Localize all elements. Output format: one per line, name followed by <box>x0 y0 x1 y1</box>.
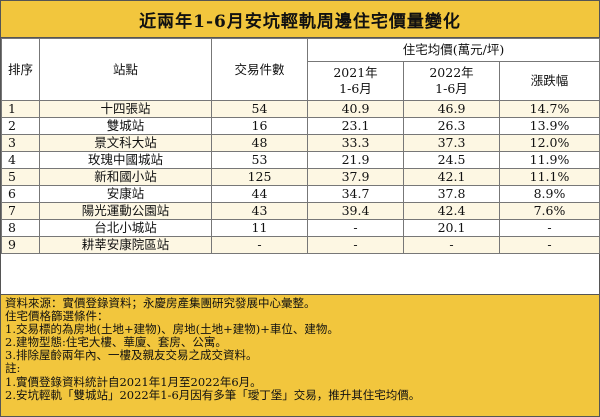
cell-change: 11.1% <box>499 168 600 186</box>
table-row: 7 陽光運動公園站 43 39.4 42.4 7.6% <box>1 202 600 220</box>
header-transactions: 交易件數 <box>211 38 308 101</box>
header-2021: 2021年 1-6月 <box>307 61 404 101</box>
table-subheader-row: 2021年 1-6月 2022年 1-6月 漲跌幅 <box>1 61 600 101</box>
cell-rank: 6 <box>1 185 40 203</box>
cell-change: 8.9% <box>499 185 600 203</box>
cell-price-2022: 46.9 <box>403 100 500 118</box>
cell-transactions: 48 <box>211 134 308 152</box>
header-station: 站點 <box>39 38 212 101</box>
price-table: 排序 站點 交易件數 住宅均價(萬元/坪) 2021年 1-6月 2022年 1… <box>1 38 600 254</box>
cell-price-2021: 37.9 <box>307 168 404 186</box>
cell-rank: 1 <box>1 100 40 118</box>
cell-station: 玫瑰中國城站 <box>39 151 212 169</box>
cell-station: 台北小城站 <box>39 219 212 237</box>
cell-price-2022: 20.1 <box>403 219 500 237</box>
note-line: 2.安坑輕軌「雙城站」2022年1-6月因有多筆「璦丁堡」交易，推升其住宅均價。 <box>5 388 421 402</box>
cell-rank: 4 <box>1 151 40 169</box>
cell-station: 新和國小站 <box>39 168 212 186</box>
cell-transactions: 54 <box>211 100 308 118</box>
table-row: 2 雙城站 16 23.1 26.3 13.9% <box>1 117 600 135</box>
cell-station: 景文科大站 <box>39 134 212 152</box>
cell-rank: 3 <box>1 134 40 152</box>
cell-transactions: 43 <box>211 202 308 220</box>
cell-change: 7.6% <box>499 202 600 220</box>
cell-price-2022: 26.3 <box>403 117 500 135</box>
table-row: 9 耕莘安康院區站 - - - - <box>1 236 600 254</box>
cell-station: 雙城站 <box>39 117 212 135</box>
cell-station: 十四張站 <box>39 100 212 118</box>
cell-station: 陽光運動公園站 <box>39 202 212 220</box>
cell-transactions: 44 <box>211 185 308 203</box>
cell-price-2021: 21.9 <box>307 151 404 169</box>
header-rank: 排序 <box>1 38 40 101</box>
cell-price-2021: 39.4 <box>307 202 404 220</box>
cell-price-2022: - <box>403 236 500 254</box>
cell-price-2022: 42.4 <box>403 202 500 220</box>
table-body: 1 十四張站 54 40.9 46.9 14.7% 2 雙城站 16 23.1 26.3 13.9% 3… <box>1 100 600 254</box>
header-price-group: 住宅均價(萬元/坪) <box>307 38 600 62</box>
cell-price-2022: 37.3 <box>403 134 500 152</box>
table-row: 8 台北小城站 11-20.1- <box>1 219 600 237</box>
note-line: 2.建物型態:住宅大樓、華廈、套房、公寓。 <box>5 336 227 350</box>
cell-rank: 7 <box>1 202 40 220</box>
cell-price-2021: 23.1 <box>307 117 404 135</box>
cell-rank: 2 <box>1 117 40 135</box>
table-row: 6 安康站 44 34.7 37.8 8.9% <box>1 185 600 203</box>
note-line: 住宅價格篩選條件： <box>5 310 109 324</box>
cell-rank: 9 <box>1 236 40 254</box>
cell-change: 12.0% <box>499 134 600 152</box>
cell-price-2021: - <box>307 219 404 237</box>
table-row: 5 新和國小站 125 37.9 42.1 11.1% <box>1 168 600 186</box>
header-2022: 2022年 1-6月 <box>403 61 500 101</box>
cell-transactions: - <box>211 236 308 254</box>
cell-rank: 8 <box>1 219 40 237</box>
table-row: 3 景文科大站 48 33.3 37.3 12.0% <box>1 134 600 152</box>
cell-change: 13.9% <box>499 117 600 135</box>
header-change: 漲跌幅 <box>499 61 600 101</box>
cell-transactions: 11 <box>211 219 308 237</box>
note-line: 3.排除屋齡兩年內、一樓及親友交易之成交資料。 <box>5 349 258 363</box>
cell-price-2021: 34.7 <box>307 185 404 203</box>
page-title: 近兩年1-6月安坑輕軌周邊住宅價量變化 <box>1 1 599 38</box>
note-line: 1.交易標的為房地(土地+建物)、房地(土地+建物)+車位、建物。 <box>5 323 339 337</box>
note-line: 註: <box>5 362 21 376</box>
cell-price-2021: 33.3 <box>307 134 404 152</box>
table-row: 1 十四張站 54 40.9 46.9 14.7% <box>1 100 600 118</box>
cell-price-2022: 24.5 <box>403 151 500 169</box>
cell-change: 14.7% <box>499 100 600 118</box>
table-row: 4 玫瑰中國城站 53 21.9 24.5 11.9% <box>1 151 600 169</box>
cell-price-2022: 37.8 <box>403 185 500 203</box>
notes-section: 資料來源：實價登錄資料；永慶房產集團研究發展中心彙整。 住宅價格篩選條件： 1.交易… <box>1 294 599 416</box>
note-line: 資料來源：實價登錄資料；永慶房產集團研究發展中心彙整。 <box>5 297 316 310</box>
cell-change: 11.9% <box>499 151 600 169</box>
cell-station: 耕莘安康院區站 <box>39 236 212 254</box>
cell-station: 安康站 <box>39 185 212 203</box>
cell-change: - <box>499 236 600 254</box>
cell-transactions: 16 <box>211 117 308 135</box>
note-line: 1.實價登錄資料統計自2021年1月至2022年6月。 <box>5 375 262 389</box>
cell-price-2021: 40.9 <box>307 100 404 118</box>
cell-transactions: 125 <box>211 168 308 186</box>
cell-change: - <box>499 219 600 237</box>
cell-transactions: 53 <box>211 151 308 169</box>
cell-rank: 5 <box>1 168 40 186</box>
cell-price-2022: 42.1 <box>403 168 500 186</box>
cell-price-2021: - <box>307 236 404 254</box>
table-header-row: 排序 站點 交易件數 住宅均價(萬元/坪) <box>1 38 600 101</box>
